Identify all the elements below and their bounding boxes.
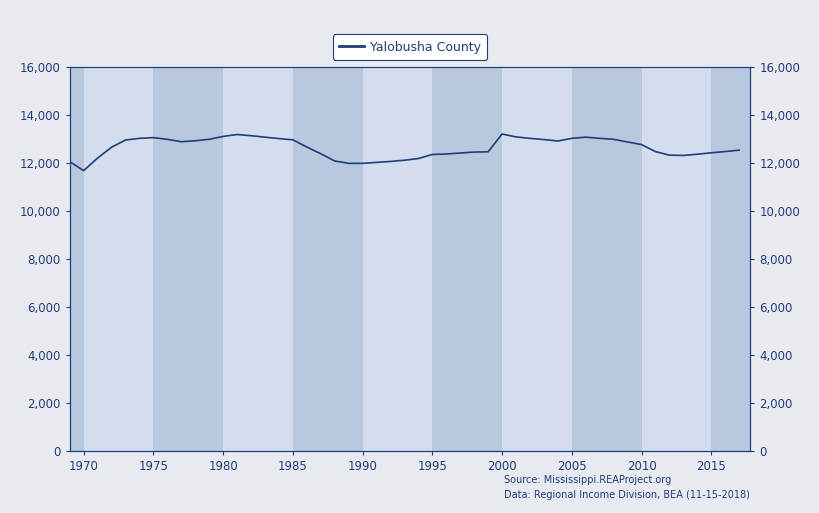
Bar [84, 67, 153, 451]
Bar [640, 67, 710, 451]
Bar [501, 67, 571, 451]
Bar [153, 67, 223, 451]
Bar [710, 67, 752, 451]
Bar [70, 67, 84, 451]
Bar [571, 67, 640, 451]
Legend: Yalobusha County: Yalobusha County [333, 34, 486, 60]
Bar [223, 67, 292, 451]
Bar [292, 67, 362, 451]
Text: Data: Regional Income Division, BEA (11-15-2018): Data: Regional Income Division, BEA (11-… [504, 490, 749, 500]
Text: Source: Mississippi.REAProject.org: Source: Mississippi.REAProject.org [504, 475, 671, 484]
Bar [362, 67, 432, 451]
Bar [432, 67, 501, 451]
